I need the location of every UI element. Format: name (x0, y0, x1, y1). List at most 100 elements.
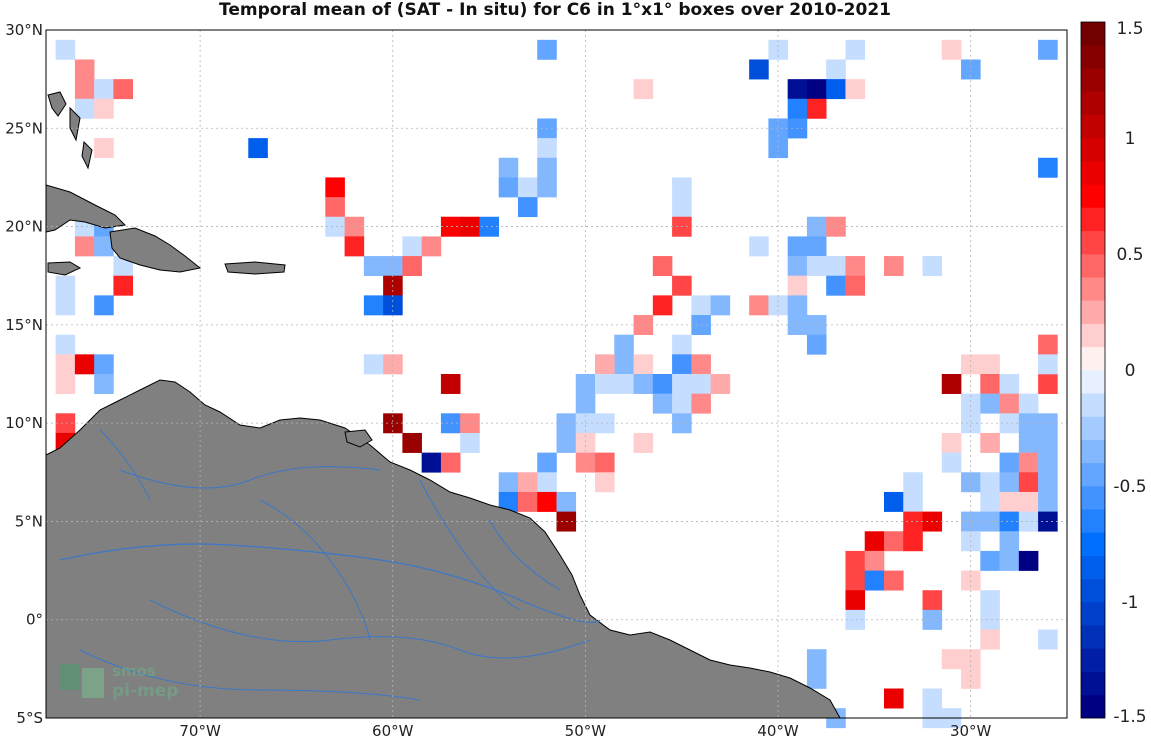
heatmap-cell (537, 452, 557, 473)
heatmap-cell (344, 216, 365, 237)
colorbar-level (1081, 277, 1105, 301)
colorbar-level (1081, 439, 1105, 464)
heatmap-cell (440, 452, 461, 473)
y-tick-label: 25°N (5, 119, 43, 137)
heatmap-cell (903, 531, 923, 552)
heatmap-cell (864, 570, 885, 591)
heatmap-cell (787, 236, 808, 257)
heatmap-cell (440, 216, 461, 237)
heatmap-cell (633, 79, 654, 100)
heatmap-cell (961, 354, 981, 375)
heatmap-cell (94, 98, 114, 119)
plot-frame (45, 29, 1068, 719)
heatmap-cell (787, 98, 808, 119)
heatmap-cell (652, 374, 673, 394)
heatmap-cell (537, 157, 557, 178)
heatmap-cell (633, 374, 654, 394)
colorbar-level (1081, 254, 1105, 278)
heatmap-cell (787, 295, 808, 316)
trinidad-island (344, 429, 373, 448)
colorbar-tick-label: 1.5 (1116, 19, 1143, 39)
heatmap-cell (768, 39, 788, 60)
heatmap-cell (517, 197, 538, 218)
heatmap-cell (575, 374, 596, 394)
colorbar-level (1081, 68, 1105, 92)
heatmap-cell (941, 374, 962, 394)
heatmap-cell (325, 177, 345, 198)
heatmap-cell (595, 452, 615, 473)
heatmap-cell (556, 432, 577, 453)
colorbar-level (1081, 230, 1105, 255)
heatmap-cell (1038, 374, 1058, 394)
heatmap-cell (55, 354, 76, 375)
heatmap-cell (74, 354, 95, 375)
heatmap-cell (460, 413, 480, 434)
heatmap-cell (614, 354, 634, 375)
heatmap-cell (1038, 157, 1058, 178)
colorbar-level (1081, 416, 1105, 440)
heatmap-cell (1038, 39, 1058, 60)
smos-pimep-logo: smos pi-mep (60, 658, 200, 704)
heatmap-cell (806, 334, 827, 355)
logo-text-pimep: pi-mep (112, 681, 178, 701)
colorbar-level (1081, 370, 1105, 394)
colorbar-level (1081, 578, 1105, 603)
heatmap-cell (806, 79, 827, 100)
heatmap-cell (806, 649, 827, 670)
heatmap-cell (595, 413, 615, 434)
heatmap-cell (575, 393, 596, 414)
y-tick-label: 10°N (5, 414, 43, 432)
heatmap-cell (864, 550, 885, 571)
heatmap-cell (633, 354, 654, 375)
colorbar-tick-label: 0.5 (1116, 245, 1143, 265)
heatmap-cell (787, 275, 808, 296)
heatmap-cell (248, 138, 268, 159)
heatmap-cell (94, 79, 114, 100)
y-tick-label: 5°N (15, 512, 43, 530)
heatmap-cell (440, 413, 461, 434)
heatmap-cell (980, 472, 1000, 493)
heatmap-cell (537, 39, 557, 60)
colorbar-level (1081, 323, 1105, 348)
heatmap-cell (55, 275, 76, 296)
heatmap-cell (980, 550, 1000, 571)
heatmap-cell (575, 452, 596, 473)
heatmap-cell (999, 550, 1020, 571)
heatmap-cell (999, 413, 1020, 434)
heatmap-cell (941, 649, 962, 670)
heatmap-cell (517, 472, 538, 493)
colorbar-level (1081, 509, 1105, 533)
y-tick-label: 0° (26, 611, 43, 629)
colorbar-level (1081, 625, 1105, 649)
land-mask (45, 91, 841, 719)
heatmap-cell (421, 452, 442, 473)
heatmap-cell (961, 472, 981, 493)
heatmap-cell (94, 138, 114, 159)
heatmap-cell (999, 531, 1020, 552)
heatmap-cell (498, 157, 519, 178)
colorbar-level (1081, 486, 1105, 510)
cuba-island (45, 184, 127, 233)
heatmap-cell (768, 118, 788, 139)
colorbar-frame (1080, 21, 1106, 719)
river-network (59, 429, 601, 701)
heatmap-cell (826, 59, 846, 80)
heatmap-cell (749, 295, 769, 316)
heatmap-cell (980, 609, 1000, 630)
heatmap-cell (999, 452, 1020, 473)
x-tick-label: 70°W (179, 722, 221, 740)
heatmap-cell (113, 79, 133, 100)
heatmap-cell (652, 256, 673, 277)
heatmap-cell (614, 374, 634, 394)
colorbar-level (1081, 161, 1105, 185)
heatmap-cell (768, 138, 788, 159)
heatmap-cell (845, 570, 866, 591)
heatmap-cell (961, 413, 981, 434)
heatmap-cell (672, 177, 692, 198)
heatmap-cell (883, 531, 904, 552)
heatmap-cell (672, 354, 692, 375)
heatmap-cell (383, 354, 403, 375)
heatmap-cell (999, 374, 1020, 394)
jamaica-island (47, 261, 82, 276)
logo-icon (60, 664, 80, 690)
